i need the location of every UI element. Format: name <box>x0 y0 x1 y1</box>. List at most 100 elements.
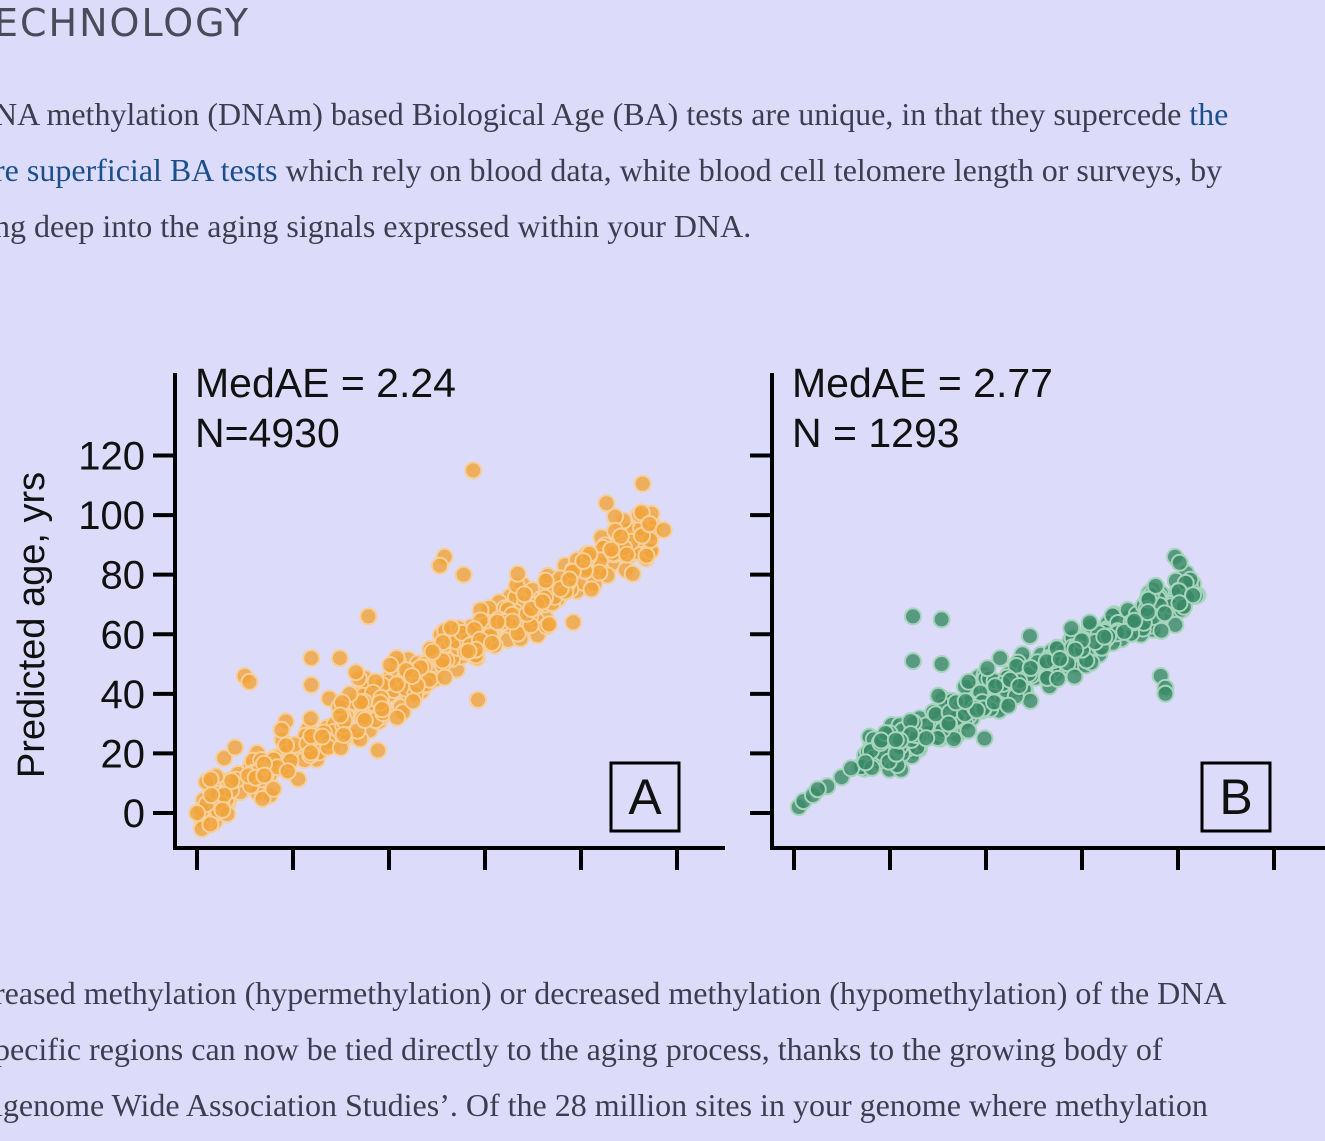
y-tick-label: 0 <box>123 792 145 836</box>
data-point <box>1170 594 1189 613</box>
data-point <box>459 642 478 661</box>
data-point <box>808 780 827 799</box>
scatter-panel-a: 0 20 40 60 80 100 120 MedAE = 2.24N=4930 A Predic… <box>11 360 725 870</box>
panel-label: A <box>628 769 662 825</box>
data-point <box>346 663 365 682</box>
data-point <box>1146 576 1165 595</box>
y-tick-label: 60 <box>101 613 146 657</box>
data-point <box>226 738 245 757</box>
y-tick-label: 100 <box>78 494 145 538</box>
data-point <box>301 709 320 728</box>
superficial-tests-link[interactable]: the <box>1189 96 1229 132</box>
paragraph-line: NA methylation (DNAm) based Biological A… <box>0 86 1325 142</box>
data-point <box>560 570 579 589</box>
data-point <box>213 800 232 819</box>
section-heading: ECHNOLOGY <box>0 1 250 45</box>
data-point <box>939 714 958 733</box>
data-point <box>442 618 461 637</box>
data-point <box>515 585 534 604</box>
superficial-tests-link-continued[interactable]: re superficial BA tests <box>0 152 278 188</box>
data-point <box>277 736 296 755</box>
data-point <box>1080 613 1099 632</box>
paragraph-line: igenome Wide Association Studies’. Of th… <box>0 1087 1208 1123</box>
data-point <box>978 659 997 678</box>
age-prediction-scatter-figure: 0 20 40 60 80 100 120 MedAE = 2.24N=4930 A Predic… <box>11 360 1325 870</box>
data-point <box>373 700 392 719</box>
panel-label-box <box>609 761 681 833</box>
data-point <box>872 731 891 750</box>
data-point <box>1065 667 1084 686</box>
data-point <box>932 655 951 673</box>
data-point <box>1156 684 1175 703</box>
data-point <box>404 692 423 711</box>
paragraph-line: pecific regions can now be tied directly… <box>0 1031 1163 1067</box>
data-point <box>264 779 283 798</box>
data-point <box>334 725 353 744</box>
data-point <box>1062 619 1081 638</box>
data-point <box>469 690 487 709</box>
data-point <box>617 545 636 564</box>
data-point <box>253 789 272 808</box>
data-point <box>536 571 555 590</box>
data-point <box>1066 640 1085 659</box>
data-point <box>956 692 975 711</box>
data-point <box>272 720 291 739</box>
data-point <box>188 804 206 822</box>
data-point <box>540 615 559 634</box>
data-point <box>1184 586 1202 605</box>
data-point <box>488 613 507 631</box>
data-point <box>381 656 400 674</box>
data-point <box>932 610 951 629</box>
data-point <box>1152 621 1171 640</box>
y-axis-label: Predicted age, yrs <box>11 472 53 778</box>
data-point <box>991 649 1010 668</box>
y-tick-label: 20 <box>101 732 146 776</box>
data-point <box>255 766 274 785</box>
data-point <box>582 580 601 599</box>
data-point <box>611 527 630 546</box>
data-point <box>1095 627 1114 646</box>
data-point <box>482 634 501 652</box>
data-point <box>1138 603 1157 622</box>
data-point <box>369 741 387 760</box>
data-point <box>454 565 473 584</box>
data-point <box>904 652 922 671</box>
paragraph-line: ng deep into the aging signals expressed… <box>0 208 752 244</box>
data-point <box>201 770 220 789</box>
data-point <box>464 461 483 480</box>
data-point <box>597 494 616 513</box>
methylation-paragraph: reased methylation (hypermethylation) or… <box>0 965 1325 1133</box>
data-point <box>1020 627 1039 646</box>
data-point <box>1010 677 1029 695</box>
sample-size-annotation: N = 1293 <box>792 410 960 456</box>
data-point <box>637 546 656 565</box>
data-point <box>430 556 449 575</box>
data-point <box>1048 669 1067 688</box>
data-point <box>302 743 320 762</box>
data-point <box>240 672 259 691</box>
y-tick-label: 40 <box>101 673 146 717</box>
data-point <box>387 675 406 694</box>
data-point <box>1115 622 1134 641</box>
data-point <box>917 729 936 748</box>
data-point <box>215 749 234 768</box>
paragraph-line: reased methylation (hypermethylation) or… <box>0 975 1227 1011</box>
data-point <box>388 708 406 727</box>
data-point <box>975 729 994 748</box>
medae-annotation: MedAE = 2.77 <box>792 360 1053 406</box>
y-tick-label: 80 <box>101 554 146 598</box>
data-point <box>302 675 321 694</box>
data-point <box>331 706 350 725</box>
paragraph-text: NA methylation (DNAm) based Biological A… <box>0 96 1190 132</box>
data-point <box>590 563 609 582</box>
y-tick-label: 120 <box>78 435 145 479</box>
data-point <box>1021 691 1040 710</box>
data-point <box>574 552 593 571</box>
data-point <box>508 564 527 583</box>
data-point <box>1125 611 1144 630</box>
data-point <box>1021 659 1040 677</box>
data-point <box>423 642 442 661</box>
data-point <box>564 613 583 632</box>
panel-label: B <box>1219 769 1252 825</box>
data-point <box>999 696 1018 715</box>
